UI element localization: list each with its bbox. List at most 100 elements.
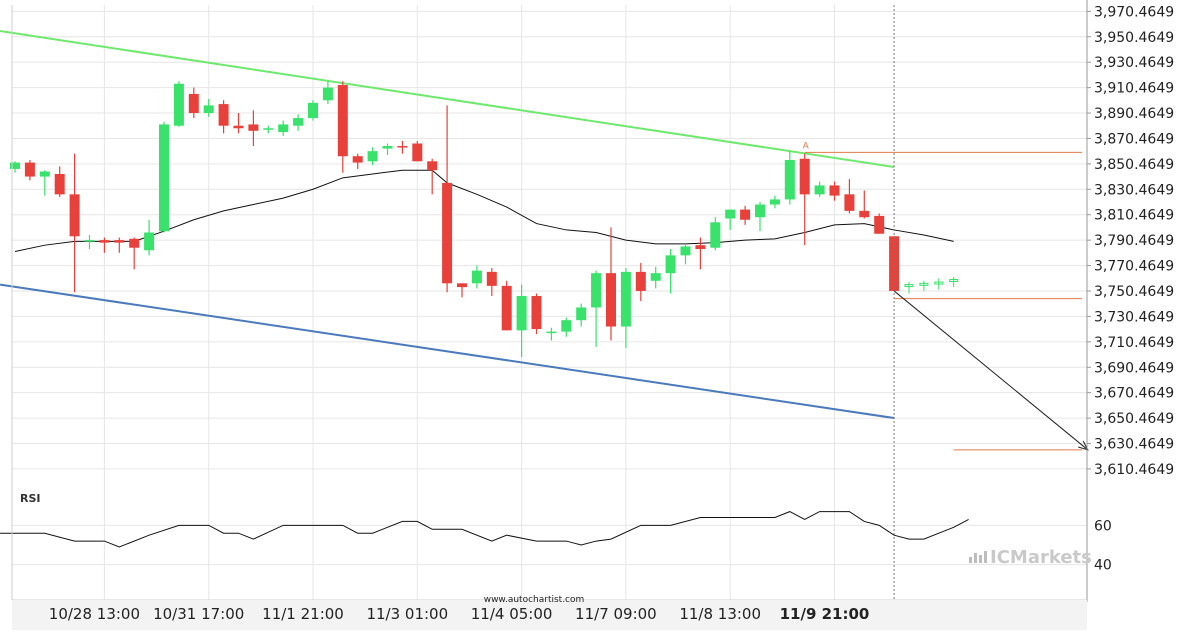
candle (814, 185, 825, 195)
moving-average-line (14, 169, 954, 253)
candle (531, 296, 542, 330)
candle (874, 215, 885, 234)
channel-lower-line (0, 283, 895, 420)
rsi-line (0, 511, 895, 548)
candle (382, 146, 393, 149)
candle (591, 273, 602, 308)
candle (427, 161, 438, 171)
candle (486, 271, 497, 286)
candle (457, 283, 467, 288)
price-tick-label: 3,830.4649 (1094, 182, 1174, 198)
icmarkets-logo-icon (969, 551, 987, 563)
candle (606, 273, 616, 327)
moving-average (14, 169, 954, 253)
price-tick-label: 3,650.4649 (1094, 411, 1174, 427)
candles (10, 81, 959, 358)
channel-lines (0, 30, 895, 420)
candle (263, 128, 274, 130)
candle (635, 271, 646, 291)
x-tick-label: 11/9 21:00 (780, 605, 870, 623)
candle (889, 236, 900, 291)
candle (188, 93, 199, 113)
candle (84, 240, 95, 242)
candle (129, 238, 140, 248)
x-tick-label: 11/4 05:00 (471, 605, 553, 623)
candle (784, 160, 795, 200)
candle (665, 255, 676, 274)
price-tick-label: 3,710.4649 (1094, 335, 1174, 351)
point-label: A (803, 141, 810, 151)
candle (725, 209, 736, 219)
candle (471, 270, 482, 284)
candle (203, 105, 214, 113)
candle (24, 162, 35, 177)
price-tick-label: 3,810.4649 (1094, 208, 1174, 224)
candle (218, 104, 229, 126)
candle (39, 171, 50, 177)
projection-candle (934, 281, 944, 285)
price-tick-label: 3,690.4649 (1094, 360, 1174, 376)
rsi-tick-label: 40 (1094, 558, 1112, 574)
forecast-arrow-head-icon (1078, 440, 1089, 451)
rsi-tick-label: 60 (1094, 518, 1112, 534)
x-tick-label: 11/3 01:00 (366, 605, 448, 623)
candle (173, 83, 184, 126)
price-tick-label: 3,790.4649 (1094, 233, 1174, 249)
candle (144, 232, 155, 251)
price-tick-label: 3,850.4649 (1094, 157, 1174, 173)
price-tick-label: 3,870.4649 (1094, 131, 1174, 147)
candle (367, 151, 378, 162)
candle (620, 271, 631, 327)
candle (442, 182, 453, 284)
candle (99, 240, 110, 243)
rsi-line-recent (893, 519, 969, 540)
candle (412, 143, 423, 162)
candle (799, 158, 810, 195)
candle (755, 204, 765, 218)
x-tick-label: 10/31 17:00 (153, 605, 244, 623)
channel-upper-line (0, 30, 895, 169)
candle (829, 185, 840, 196)
price-tick-label: 3,730.4649 (1094, 309, 1174, 325)
candle (680, 246, 691, 256)
candle (710, 222, 721, 248)
levels: A (803, 5, 1089, 600)
candle (859, 210, 870, 218)
x-tick-label: 11/8 13:00 (679, 605, 761, 623)
projection-candle (949, 279, 959, 283)
candle (278, 124, 289, 133)
candle (576, 307, 587, 321)
rsi-panel: RSI (0, 492, 969, 548)
candle (10, 162, 20, 169)
price-tick-label: 3,890.4649 (1094, 106, 1174, 122)
x-tick-label: 10/28 13:00 (49, 605, 140, 623)
projection-candle (904, 284, 914, 288)
candle (769, 199, 780, 205)
candle (844, 194, 855, 211)
candle (501, 285, 512, 331)
candle (54, 174, 65, 195)
candle (546, 331, 557, 334)
candle (516, 296, 527, 331)
forecast-arrow-line (893, 290, 1089, 451)
candle (695, 245, 706, 249)
price-tick-label: 3,950.4649 (1094, 30, 1174, 46)
candle (248, 124, 259, 131)
candle (352, 156, 363, 163)
candle (322, 87, 333, 101)
x-tick-label: 11/1 21:00 (262, 605, 344, 623)
price-tick-label: 3,630.4649 (1094, 437, 1174, 453)
x-tick-label: 11/7 09:00 (575, 605, 657, 623)
projection-candle (919, 282, 929, 286)
candle (337, 85, 348, 157)
watermark: ICMarkets (969, 547, 1092, 568)
source-credit: www.autochartist.com (484, 595, 585, 605)
brand-watermark: ICMarkets (990, 547, 1092, 568)
price-tick-label: 3,610.4649 (1094, 462, 1174, 478)
axes: 3,970.4649 3,950.4649 3,930.4649 3,910.4649… (11, 0, 1174, 630)
price-tick-label: 3,930.4649 (1094, 55, 1174, 71)
price-tick-label: 3,670.4649 (1094, 386, 1174, 402)
price-tick-label: 3,910.4649 (1094, 81, 1174, 97)
